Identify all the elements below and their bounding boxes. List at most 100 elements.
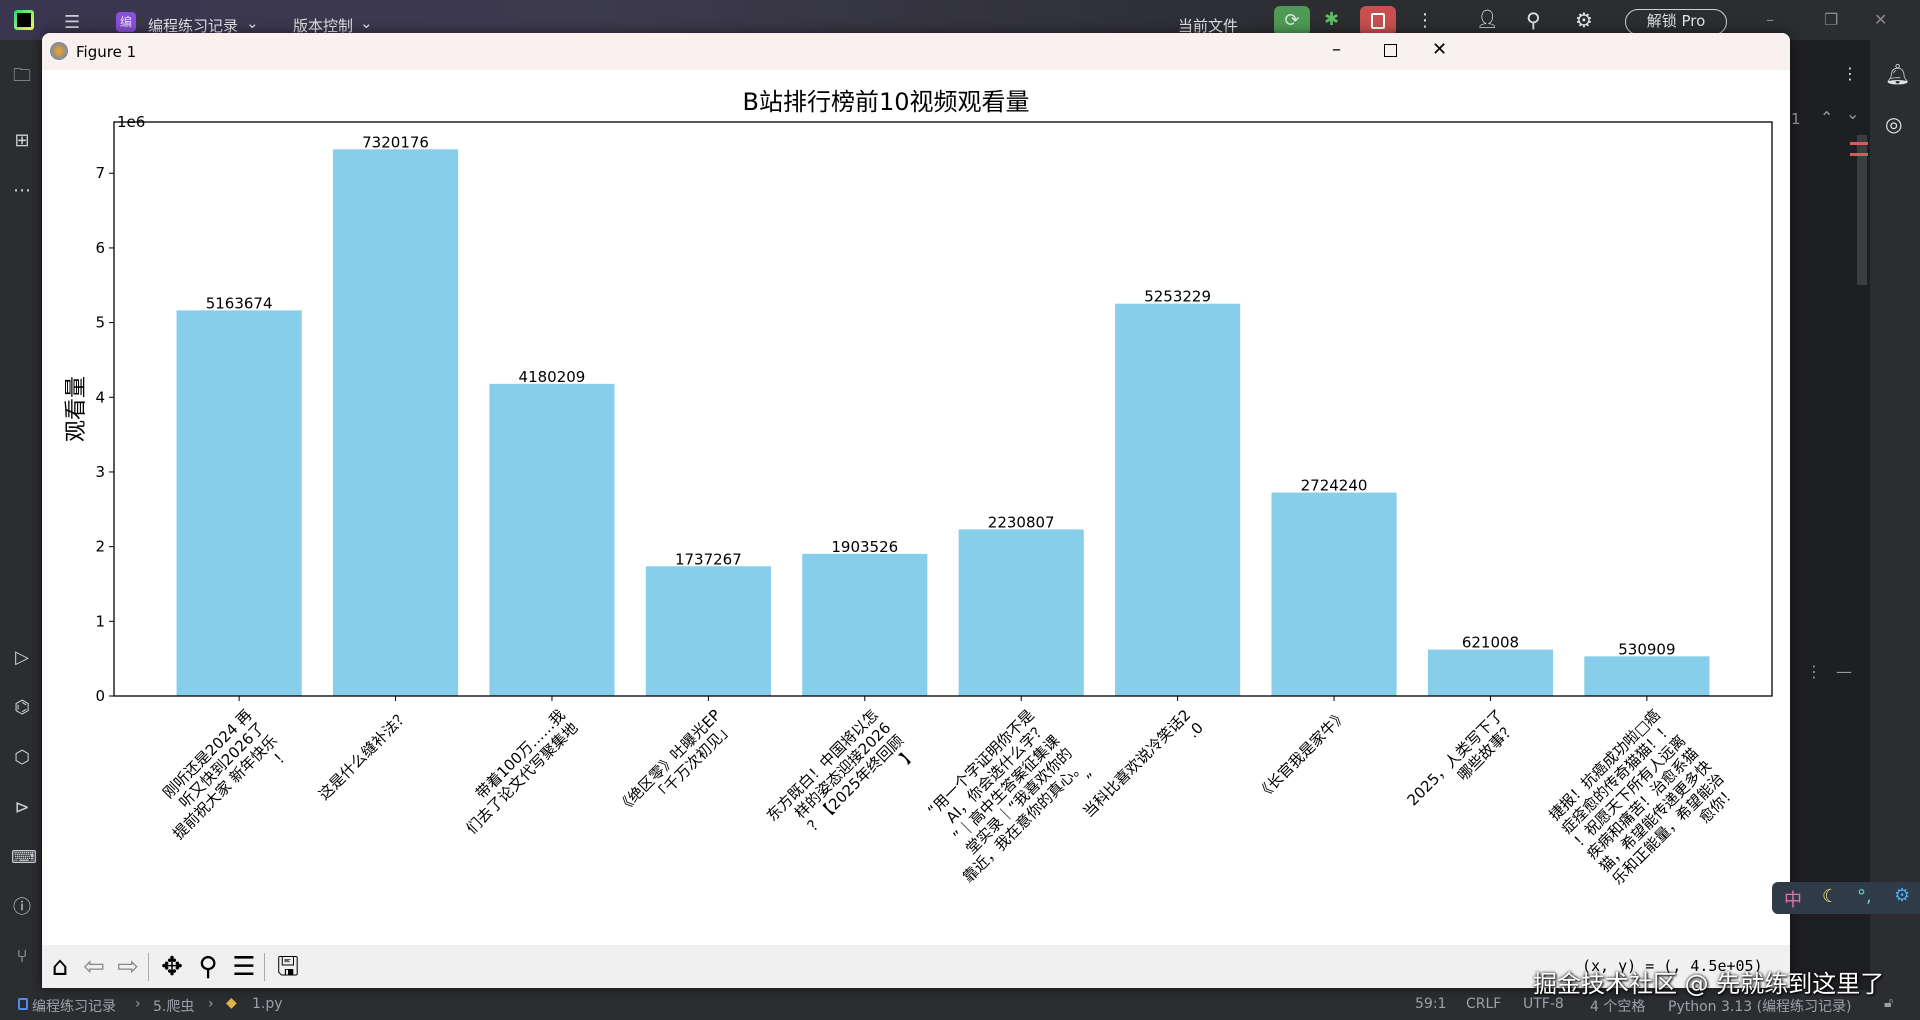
unlock-pro-button[interactable]: 解锁 Pro [1625,9,1727,35]
matplotlib-figure-window: Figure 1 – ✕ B站排行榜前10视频观看量 1e6 观看量 51636… [42,33,1790,988]
bar [489,383,615,696]
error-markers[interactable] [1850,142,1868,156]
minimize-icon[interactable]: – [1766,10,1774,29]
save-floppy-icon[interactable]: 🖫 [276,952,300,982]
terminal-icon[interactable]: ⌨ [11,847,37,868]
panel-options-icon[interactable]: ⋮ [1806,662,1822,681]
breadcrumb-separator: › [135,996,141,1012]
breadcrumb-folder[interactable]: 5.爬虫 [153,999,195,1015]
navigation-toolbar: ⌂ ⇦ ⇨ ✥ ⚲ ☰ 🖫 (x, y) = (, 4.5e+05) [42,945,1790,988]
lock-icon[interactable]: 🔓︎ [1884,995,1894,1011]
main-menu-icon[interactable]: ☰ [64,12,81,33]
search-icon[interactable]: ⚲ [1526,8,1541,32]
bar [1427,649,1554,696]
ime-language-toggle[interactable]: 中 [1784,890,1802,911]
stop-button[interactable] [1360,6,1396,36]
ide-left-toolbar: 🗀 ⊞ ⋯ ▷ ⌬ ⬡ ⊳ ⌨ ⓘ ⑂ [0,40,42,990]
ide-right-toolbar: 🔔︎ ◎ [1870,40,1920,990]
bar [1271,492,1397,696]
pycharm-logo[interactable] [14,10,34,30]
chevron-down-icon[interactable]: ⌄ [1846,104,1860,123]
zoom-magnifier-icon[interactable]: ⚲ [198,952,218,982]
python-console-icon[interactable]: ⌬ [14,697,30,718]
y-tick-label: 3 [95,463,105,481]
line-separator[interactable]: CRLF [1466,996,1502,1012]
figure-title-bar: Figure 1 – ✕ [42,33,1790,70]
y-tick-label: 1 [95,612,105,630]
breadcrumb-file[interactable]: 1.py [252,996,283,1012]
caret-position[interactable]: 59:1 [1415,996,1447,1012]
breadcrumb-project[interactable]: 编程练习记录 [32,999,116,1015]
y-tick-label: 0 [95,687,105,705]
y-tick-label: 2 [95,538,105,556]
bar-value-label: 4180209 [519,368,586,386]
bar-value-label: 530909 [1618,640,1675,658]
y-axis-label: 观看量 [64,376,89,442]
more-icon[interactable]: ⋮ [1842,64,1858,83]
ime-settings-gear-icon[interactable]: ⚙ [1894,885,1911,906]
home-icon[interactable]: ⌂ [51,952,69,982]
punctuation-icon[interactable]: °, [1857,886,1872,907]
maximize-icon[interactable] [1384,44,1397,57]
settings-gear-icon[interactable]: ⚙ [1575,8,1593,32]
scrollbar[interactable] [1857,135,1867,285]
bar-value-label: 2724240 [1301,477,1368,495]
pan-move-icon[interactable]: ✥ [161,952,183,982]
bar [1584,656,1710,696]
close-icon[interactable]: ✕ [1432,39,1448,60]
forward-arrow-icon[interactable]: ⇨ [117,952,139,982]
minimize-icon[interactable]: – [1332,39,1341,60]
vcs-menu[interactable]: 版本控制 [293,17,354,35]
close-icon[interactable]: ✕ [1874,10,1888,29]
y-tick-label: 7 [95,164,105,182]
file-encoding[interactable]: UTF-8 [1523,996,1564,1012]
problems-count[interactable]: 1 [1791,110,1801,128]
debug-bug-icon[interactable]: ✱ [1324,9,1340,30]
bar [332,149,459,696]
run-config-selector[interactable]: 当前文件 [1178,17,1239,35]
project-selector[interactable]: 编程练习记录 [148,17,239,35]
ai-assistant-icon[interactable]: ◎ [1885,112,1903,136]
more-actions-icon[interactable]: ⋮ [1416,10,1434,31]
git-icon[interactable]: ⑂ [16,946,28,967]
project-badge[interactable]: 编 [116,12,136,32]
coordinates-readout: (x, y) = (, 4.5e+05) [1582,957,1763,975]
figure-canvas[interactable]: B站排行榜前10视频观看量 1e6 观看量 5163674 7320176 4180… [42,70,1790,945]
bar [176,310,302,696]
bar [802,553,928,696]
bar-value-label: 621008 [1462,634,1519,652]
problems-icon[interactable]: ⓘ [13,897,31,918]
bar-value-label: 5163674 [206,294,273,312]
bar-chart: B站排行榜前10视频观看量 1e6 观看量 516367473201764180… [64,88,1773,705]
more-icon[interactable]: ⋯ [13,180,31,201]
bar [645,566,771,696]
back-arrow-icon[interactable]: ⇦ [83,952,105,982]
bar-value-label: 1737267 [675,550,742,568]
chevron-up-icon[interactable]: ⌃ [1820,108,1834,127]
packages-icon[interactable]: ⬡ [14,747,30,768]
matplotlib-logo-icon [50,42,68,60]
y-tick-label: 6 [95,239,105,257]
python-file-icon: ◆ [226,995,237,1011]
axes-frame [113,121,1773,697]
hide-panel-icon[interactable]: — [1836,662,1852,681]
editor-right-panel: ⋮ 1 ⌃ ⌄ ⋮ — [1790,40,1870,990]
moon-icon[interactable]: ☾ [1822,886,1839,907]
structure-icon[interactable]: ⊞ [14,130,30,151]
restore-icon[interactable]: ❐ [1824,10,1839,29]
watermark: 掘金技术社区 @ 先就练到这里了 [1533,970,1885,998]
run-icon[interactable]: ▷ [15,647,29,668]
rerun-button[interactable]: ⟳ [1274,6,1310,36]
y-tick-label: 5 [95,314,105,332]
project-icon [18,998,28,1010]
services-icon[interactable]: ⊳ [14,797,30,818]
status-bar: 编程练习记录 › 5.爬虫 › ◆ 1.py 59:1 CRLF UTF-8 4… [0,990,1920,1020]
configure-subplots-icon[interactable]: ☰ [232,952,256,982]
interpreter[interactable]: Python 3.13 (编程练习记录) [1668,999,1852,1015]
y-tick-label: 4 [95,388,105,406]
user-icon[interactable]: 👤︎ [1476,9,1499,30]
breadcrumb-separator: › [208,996,214,1012]
folder-icon[interactable]: 🗀 [13,65,31,86]
notifications-bell-icon[interactable]: 🔔︎ [1885,62,1911,86]
indent-setting[interactable]: 4 个空格 [1590,999,1646,1015]
